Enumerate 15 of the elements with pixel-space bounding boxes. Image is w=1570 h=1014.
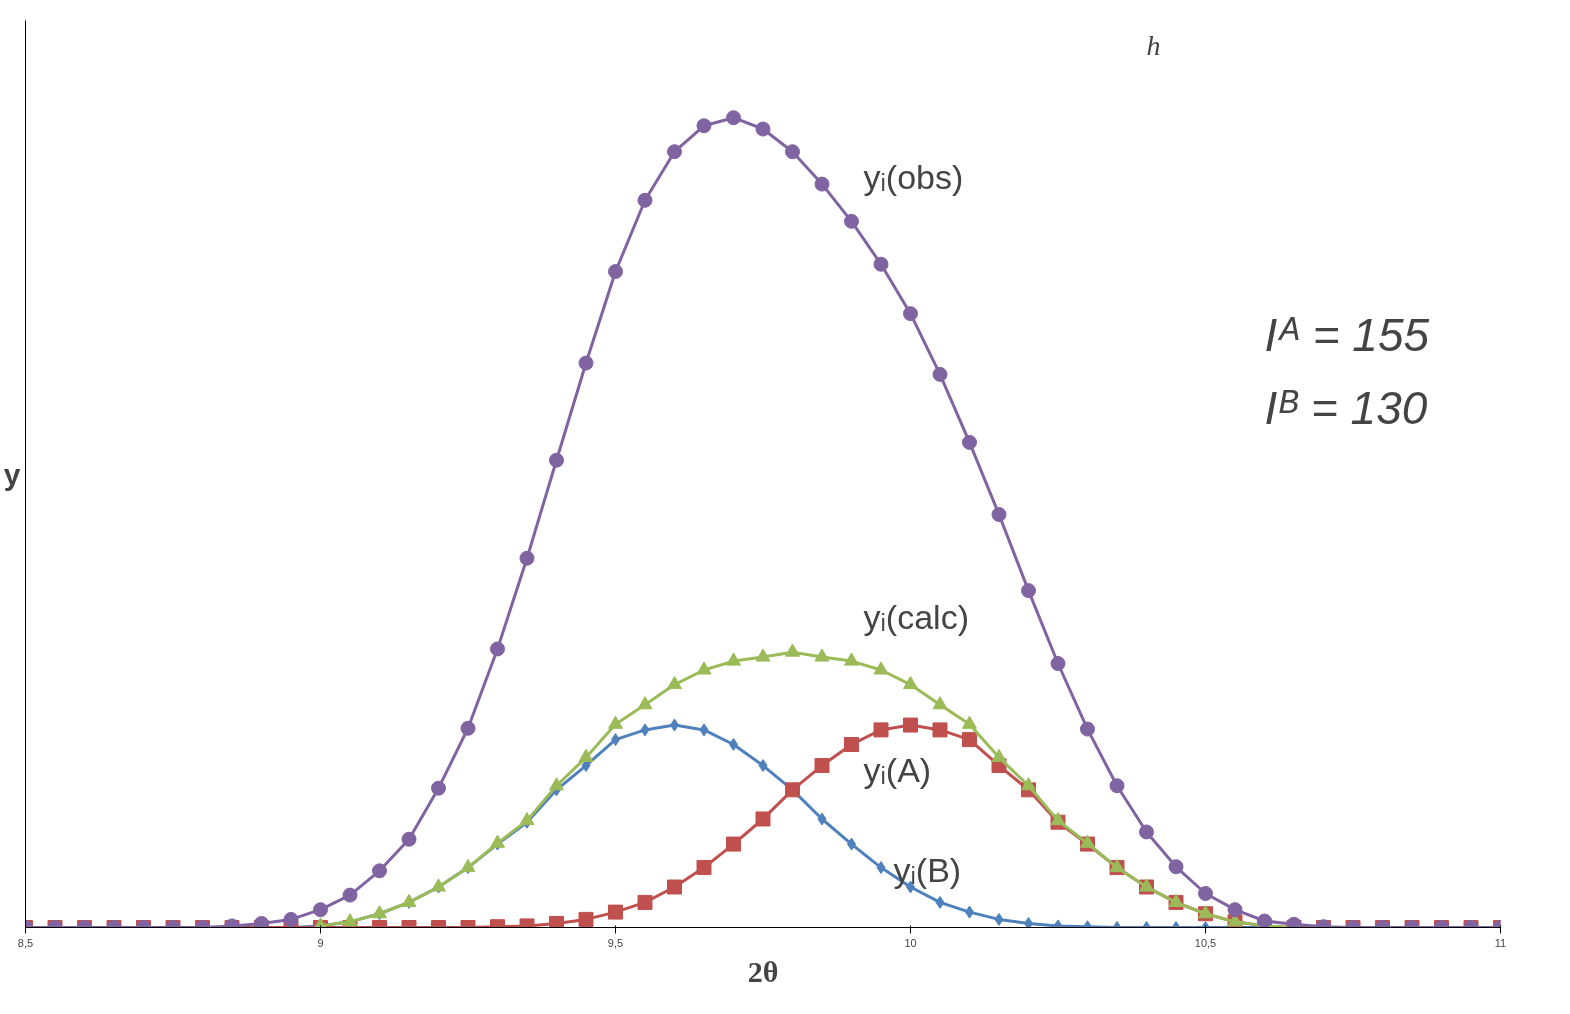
x-axis-title: 2θ xyxy=(747,954,779,988)
x-tick-label: 10 xyxy=(904,936,917,949)
y-axis-title: y xyxy=(3,457,21,491)
x-tick-label: 8,5 xyxy=(17,936,34,949)
x-tick-label: 10,5 xyxy=(1194,936,1217,949)
x-tick-label: 11 xyxy=(1494,936,1507,949)
annotation: Iᴬ = 155 xyxy=(1264,308,1430,361)
series-label: yᵢ(obs) xyxy=(863,158,964,197)
series-label: yᵢ(calc) xyxy=(863,598,969,637)
annotation: Iᴮ = 130 xyxy=(1264,381,1428,434)
series-label: yᵢ(A) xyxy=(863,751,932,790)
x-tick-label: 9 xyxy=(317,936,324,949)
series-label: yᵢ(B) xyxy=(893,851,962,890)
text: h xyxy=(1146,29,1161,61)
x-tick-label: 9,5 xyxy=(607,936,624,949)
